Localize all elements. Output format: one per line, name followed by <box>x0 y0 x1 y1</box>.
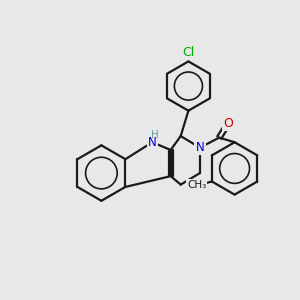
Text: N: N <box>148 136 157 149</box>
Text: Cl: Cl <box>182 46 194 59</box>
Text: O: O <box>224 116 233 130</box>
Text: H: H <box>151 130 158 140</box>
Text: CH₃: CH₃ <box>187 180 206 190</box>
Text: N: N <box>196 141 204 154</box>
